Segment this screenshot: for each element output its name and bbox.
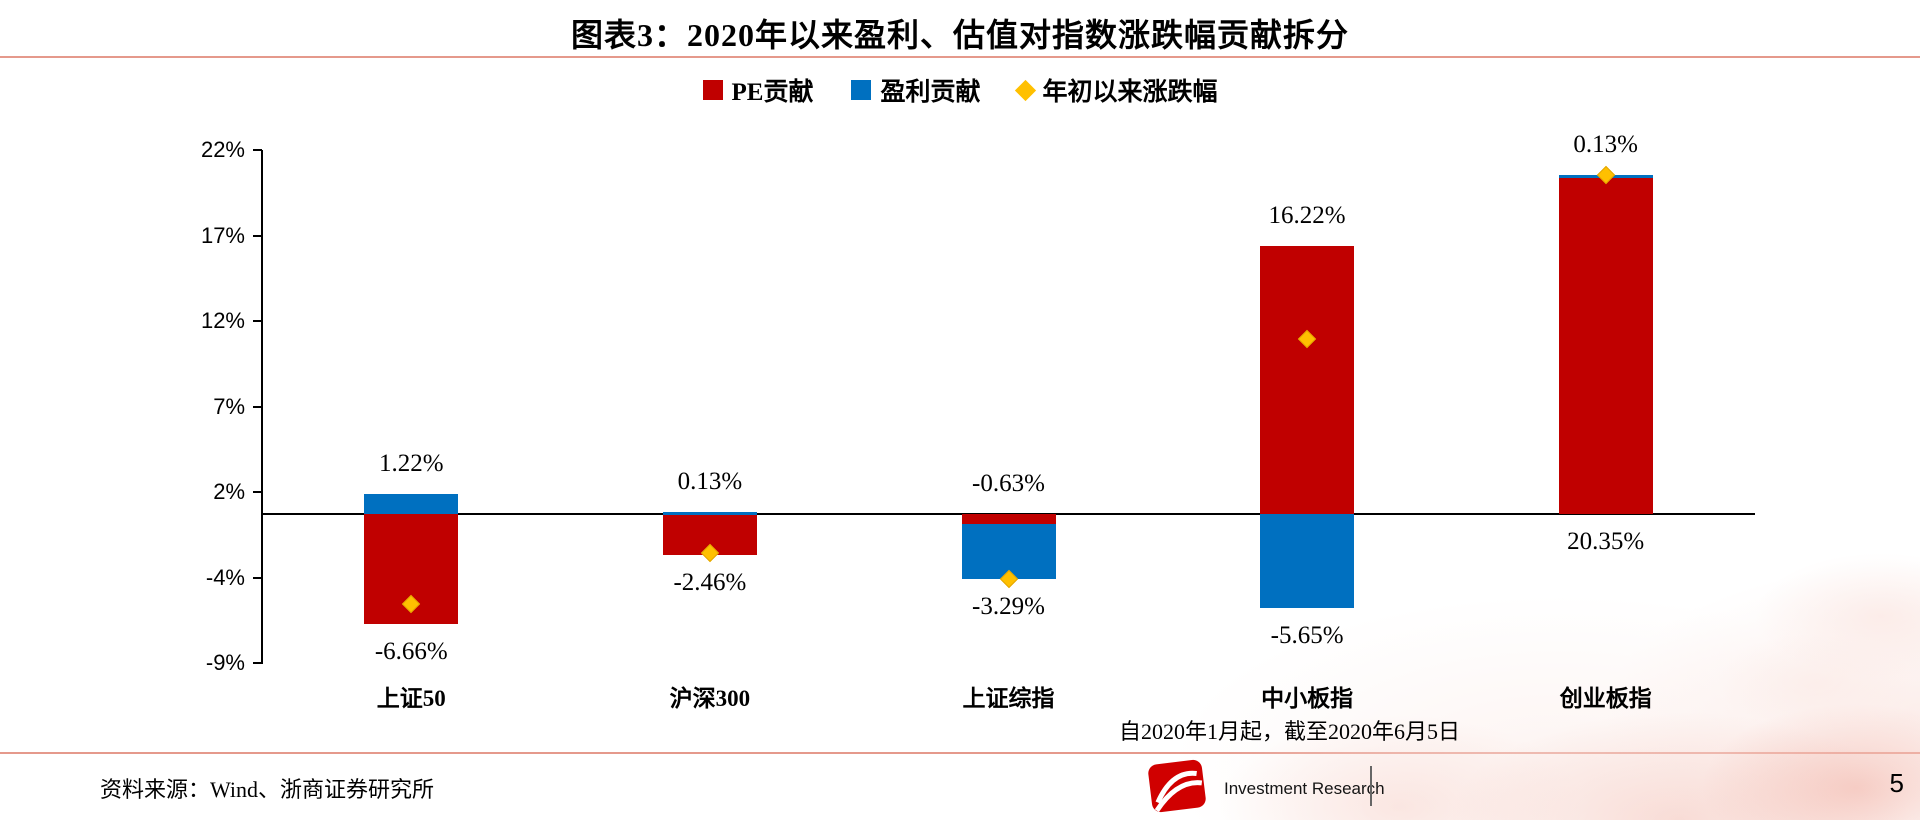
logo-graphic — [1148, 759, 1206, 813]
bar-segment-pe — [1558, 177, 1653, 515]
bar-label-bottom: -6.66% — [374, 638, 448, 666]
footer-divider-line — [0, 752, 1920, 754]
bar-segment-earnings — [364, 493, 459, 515]
x-axis-category-label: 创业板指 — [1559, 686, 1652, 711]
x-axis-category-label: 沪深300 — [669, 686, 751, 711]
y-axis-tick-label: 17% — [200, 222, 245, 248]
y-axis-tick — [253, 662, 262, 664]
zero-baseline — [262, 513, 1755, 515]
pe-square-icon — [702, 80, 723, 100]
y-axis-tick — [253, 320, 262, 322]
chart-title: 图表3：2020年以来盈利、估值对指数涨跌幅贡献拆分 — [570, 17, 1349, 53]
decorative-watermark-upper — [1660, 540, 1920, 730]
brand-divider-line — [1370, 766, 1372, 806]
bar-label-bottom: -5.65% — [1270, 621, 1344, 649]
legend-item-ytd: 年初以来涨跌幅 — [1015, 72, 1218, 108]
y-axis-tick-label: 2% — [213, 479, 245, 504]
y-axis-tick-label: -4% — [205, 564, 245, 590]
bar-label-top: 1.22% — [379, 449, 444, 477]
x-axis-category-label: 中小板指 — [1261, 686, 1354, 711]
y-axis-tick — [253, 405, 262, 408]
bar-label-top: 0.13% — [1573, 131, 1638, 159]
earnings-square-icon — [851, 80, 872, 100]
y-axis-tick-label: 12% — [200, 308, 245, 333]
data-source-note: 资料来源：Wind、浙商证券研究所 — [100, 777, 434, 802]
date-range-note: 自2020年1月起，截至2020年6月5日 — [1118, 719, 1460, 744]
y-axis-tick-label: 7% — [213, 393, 245, 419]
bar-label-bottom: 20.35% — [1567, 528, 1645, 556]
y-axis-tick-label: 22% — [200, 137, 245, 162]
bar-label-top: 0.13% — [677, 467, 743, 495]
legend-item-pe: PE贡献 — [702, 72, 814, 108]
decorative-watermark — [1120, 550, 1920, 820]
legend-label-ytd: 年初以来涨跌幅 — [1042, 79, 1218, 106]
y-axis-tick-label: -9% — [205, 650, 245, 675]
bar-segment-pe — [1260, 245, 1355, 515]
bar-label-bottom: -2.46% — [673, 568, 747, 596]
bar-segment-earnings — [662, 511, 757, 515]
y-axis-tick — [253, 149, 262, 151]
zheshang-securities-logo — [1146, 756, 1208, 816]
bar-segment-pe — [961, 514, 1056, 525]
legend-label-earnings: 盈利贡献 — [880, 79, 981, 106]
legend-label-pe: PE贡献 — [731, 79, 814, 106]
legend-item-earnings: 盈利贡献 — [851, 72, 980, 108]
page-number: 5 — [1889, 768, 1904, 798]
title-divider-line — [0, 56, 1920, 58]
chart-legend: PE贡献 盈利贡献 年初以来涨跌幅 — [0, 72, 1920, 108]
bar-label-top: -0.63% — [972, 470, 1045, 498]
x-axis-category-label: 上证50 — [376, 686, 446, 711]
y-axis-tick — [253, 234, 262, 237]
x-axis-category-label: 上证综指 — [962, 686, 1055, 711]
bar-label-bottom: -3.29% — [972, 592, 1045, 620]
y-axis-tick — [253, 576, 262, 579]
bar-segment-earnings — [1260, 514, 1355, 608]
y-axis-line — [261, 150, 263, 664]
brand-text: Investment Research — [1224, 779, 1385, 798]
y-axis-tick — [253, 491, 262, 493]
bar-label-top: 16.22% — [1268, 201, 1346, 229]
